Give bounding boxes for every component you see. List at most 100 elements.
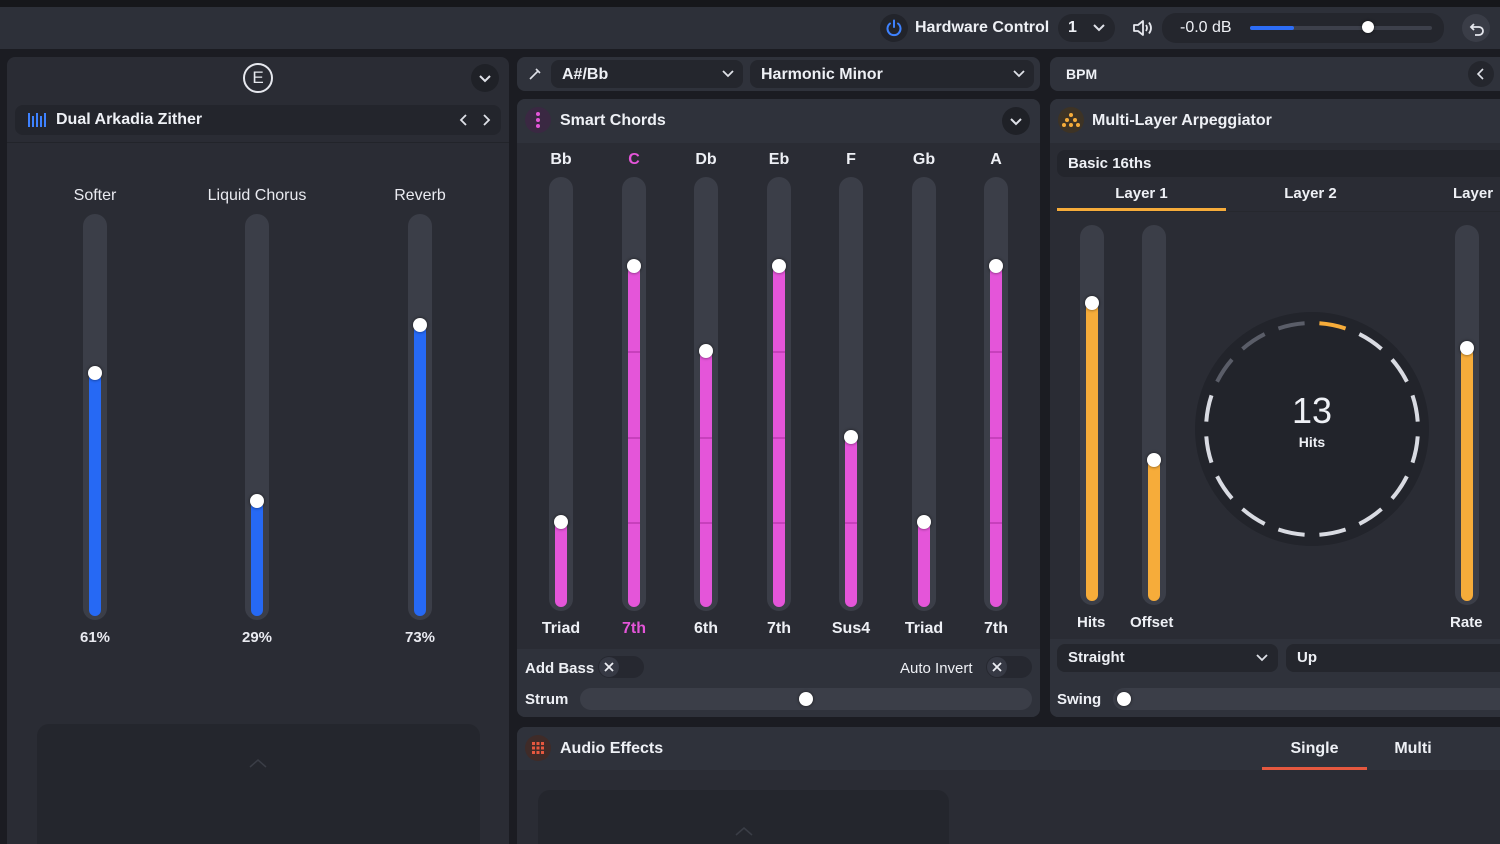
- chevron-right-icon[interactable]: [480, 113, 492, 127]
- rate-slider[interactable]: [1455, 225, 1479, 605]
- volume-control[interactable]: -0.0 dB: [1162, 13, 1444, 43]
- hits-dial[interactable]: 13 Hits: [1195, 312, 1429, 546]
- tab-layer-1[interactable]: Layer 1: [1057, 179, 1226, 211]
- tab-single[interactable]: Single: [1262, 727, 1367, 770]
- mode-select[interactable]: Harmonic Minor: [750, 60, 1034, 88]
- chord-type-label: Sus4: [831, 620, 871, 637]
- chord-slider-knob[interactable]: [554, 515, 568, 529]
- fx-slider[interactable]: [245, 214, 269, 620]
- dial-segment: [1390, 475, 1409, 500]
- channel-select[interactable]: 1: [1058, 14, 1115, 42]
- volume-value: -0.0 dB: [1180, 19, 1232, 36]
- auto-invert-toggle[interactable]: [986, 656, 1032, 678]
- arpeggiator-panel: Multi-Layer Arpeggiator Basic 16ths Laye…: [1050, 99, 1500, 717]
- offset-label: Offset: [1130, 614, 1174, 631]
- chord-slider[interactable]: [767, 177, 791, 611]
- chord-slider-fill: [700, 351, 712, 607]
- instrument-menu-button[interactable]: [471, 64, 499, 92]
- chord-slider[interactable]: [694, 177, 718, 611]
- hits-slider-knob[interactable]: [1085, 296, 1099, 310]
- chevron-up-icon[interactable]: [247, 756, 269, 770]
- instrument-bottom-area: [37, 724, 480, 844]
- chord-slider[interactable]: [839, 177, 863, 611]
- slider-knob[interactable]: [88, 366, 102, 380]
- offset-slider-fill: [1148, 460, 1160, 601]
- dial-segment: [1215, 475, 1234, 500]
- hits-slider[interactable]: [1080, 225, 1104, 605]
- instrument-bars-icon: [28, 113, 46, 127]
- slider-fill: [414, 325, 426, 616]
- arpeggiator-title: Multi-Layer Arpeggiator: [1092, 112, 1272, 129]
- smart-chords-menu-button[interactable]: [1002, 107, 1030, 135]
- effect-slot[interactable]: [538, 790, 949, 844]
- add-bass-toggle[interactable]: [598, 656, 644, 678]
- chord-slider[interactable]: [984, 177, 1008, 611]
- chevron-down-icon: [722, 70, 734, 78]
- add-bass-label: Add Bass: [525, 660, 595, 677]
- strum-slider[interactable]: [580, 688, 1032, 710]
- chevron-up-icon[interactable]: [733, 824, 755, 838]
- pencil-icon[interactable]: [526, 65, 544, 83]
- slider-label: Reverb: [394, 187, 446, 204]
- dial-segment: [1215, 358, 1234, 383]
- timing-select[interactable]: Straight: [1057, 644, 1278, 672]
- dial-segment: [1319, 321, 1347, 331]
- slider-knob[interactable]: [413, 318, 427, 332]
- instrument-name: Dual Arkadia Zither: [56, 111, 203, 128]
- chord-step-line: [628, 522, 640, 524]
- swing-slider[interactable]: [1113, 688, 1500, 710]
- chord-slider-fill: [918, 522, 930, 607]
- dial-segment: [1319, 527, 1347, 537]
- key-select[interactable]: A#/Bb: [551, 60, 743, 88]
- hits-slider-fill: [1086, 303, 1098, 601]
- smart-chords-panel: Smart Chords Bb Triad C 7th Db 6th Eb 7th F Sus4 G…: [517, 99, 1040, 717]
- chord-step-line: [990, 437, 1002, 439]
- undo-button[interactable]: [1462, 14, 1490, 42]
- chord-step-line: [628, 351, 640, 353]
- chevron-left-icon[interactable]: [458, 113, 470, 127]
- chord-step-line: [700, 522, 712, 524]
- tab-layer-3[interactable]: Layer: [1445, 179, 1500, 211]
- offset-slider[interactable]: [1142, 225, 1166, 605]
- chord-slider-knob[interactable]: [772, 259, 786, 273]
- power-button[interactable]: [880, 14, 908, 42]
- chord-slider[interactable]: [622, 177, 646, 611]
- strum-slider-knob[interactable]: [799, 692, 813, 706]
- direction-select[interactable]: Up: [1286, 644, 1500, 672]
- rate-label: Rate: [1450, 614, 1483, 631]
- speaker-icon[interactable]: [1131, 17, 1155, 39]
- chord-slider-knob[interactable]: [844, 430, 858, 444]
- offset-slider-knob[interactable]: [1147, 453, 1161, 467]
- chord-note-label: Bb: [550, 151, 572, 168]
- smart-chords-header: [517, 99, 1040, 143]
- chord-slider-knob[interactable]: [627, 259, 641, 273]
- fx-slider[interactable]: [408, 214, 432, 620]
- dial-segment: [1277, 527, 1305, 537]
- chord-note-label: Gb: [912, 151, 936, 168]
- chord-slider[interactable]: [549, 177, 573, 611]
- fx-slider[interactable]: [83, 214, 107, 620]
- chord-slider[interactable]: [912, 177, 936, 611]
- close-icon: [992, 662, 1002, 672]
- undo-icon: [1469, 23, 1484, 36]
- chord-slider-knob[interactable]: [917, 515, 931, 529]
- dial-segment: [1241, 332, 1266, 351]
- volume-slider-track[interactable]: [1250, 21, 1432, 33]
- collapse-button[interactable]: [1468, 61, 1494, 87]
- slider-value: 73%: [404, 629, 436, 646]
- instrument-selector[interactable]: Dual Arkadia Zither: [15, 105, 501, 135]
- rate-slider-knob[interactable]: [1460, 341, 1474, 355]
- chord-note-label: A: [990, 151, 1002, 168]
- swing-slider-knob[interactable]: [1117, 692, 1131, 706]
- bpm-label: BPM: [1066, 66, 1098, 82]
- slider-knob[interactable]: [250, 494, 264, 508]
- arp-preset-selector[interactable]: Basic 16ths: [1057, 150, 1500, 177]
- tab-multi[interactable]: Multi: [1377, 727, 1449, 770]
- direction-value: Up: [1297, 649, 1317, 666]
- tab-layer-2[interactable]: Layer 2: [1226, 179, 1395, 211]
- volume-slider-knob[interactable]: [1362, 21, 1374, 33]
- chord-step-line: [773, 522, 785, 524]
- chord-slider-knob[interactable]: [699, 344, 713, 358]
- chord-slider-knob[interactable]: [989, 259, 1003, 273]
- expression-badge[interactable]: E: [243, 63, 273, 93]
